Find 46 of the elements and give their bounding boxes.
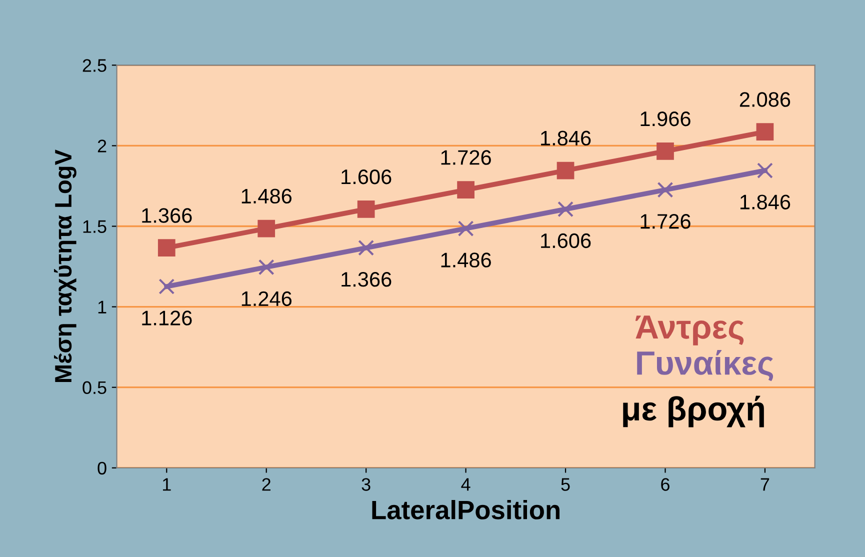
annotation: με βροχή <box>623 396 764 428</box>
point <box>158 278 175 294</box>
point <box>158 239 176 257</box>
point <box>556 162 574 180</box>
data-label: 1.246 <box>242 291 292 306</box>
y-tick-label: 1.5 <box>83 220 106 233</box>
point <box>756 123 774 141</box>
x-tick-label: 3 <box>362 478 370 491</box>
point <box>457 181 474 199</box>
x-axis-title: LateralPosition <box>372 500 560 520</box>
point <box>258 259 274 276</box>
point <box>258 220 276 238</box>
data-label: 1.486 <box>242 188 292 204</box>
data-label: 2.086 <box>740 92 790 107</box>
point <box>657 182 674 198</box>
text: Γυναίκες <box>637 350 774 382</box>
point <box>558 201 574 218</box>
point <box>358 240 374 256</box>
x-tick-label: 4 <box>461 478 470 491</box>
y-tick-label: 2.5 <box>82 59 106 72</box>
x-tick-label: 1 <box>162 478 171 491</box>
data-label: 1.366 <box>142 208 192 223</box>
data-label: 1.726 <box>640 214 690 229</box>
data-label: 1.366 <box>342 272 392 287</box>
x-tick-label: 2 <box>262 478 270 491</box>
y-tick-label: 0.5 <box>82 381 106 394</box>
data-label: 1.726 <box>441 150 491 165</box>
x-tick-label: 6 <box>661 478 670 491</box>
data-label: 1.486 <box>441 252 491 268</box>
x-tick-label: 5 <box>561 478 570 491</box>
text: Άντρες <box>635 316 744 346</box>
y-axis-title: Μέση ταχύτητα LogV <box>54 150 76 382</box>
data-label: 1.606 <box>541 233 591 248</box>
point <box>357 200 375 218</box>
data-label: 1.126 <box>142 310 192 326</box>
y-tick-label: 0 <box>98 462 106 475</box>
x-tick-label: 7 <box>760 478 770 491</box>
data-label: 1.966 <box>640 111 690 126</box>
point <box>458 220 474 236</box>
y-tick-label: 2 <box>98 140 106 152</box>
data-label: 1.846 <box>541 130 591 146</box>
data-label: 1.846 <box>740 194 790 210</box>
point <box>756 162 773 179</box>
y-tick-label: 1 <box>98 300 106 314</box>
point <box>656 142 674 160</box>
data-label: 1.606 <box>342 169 392 184</box>
